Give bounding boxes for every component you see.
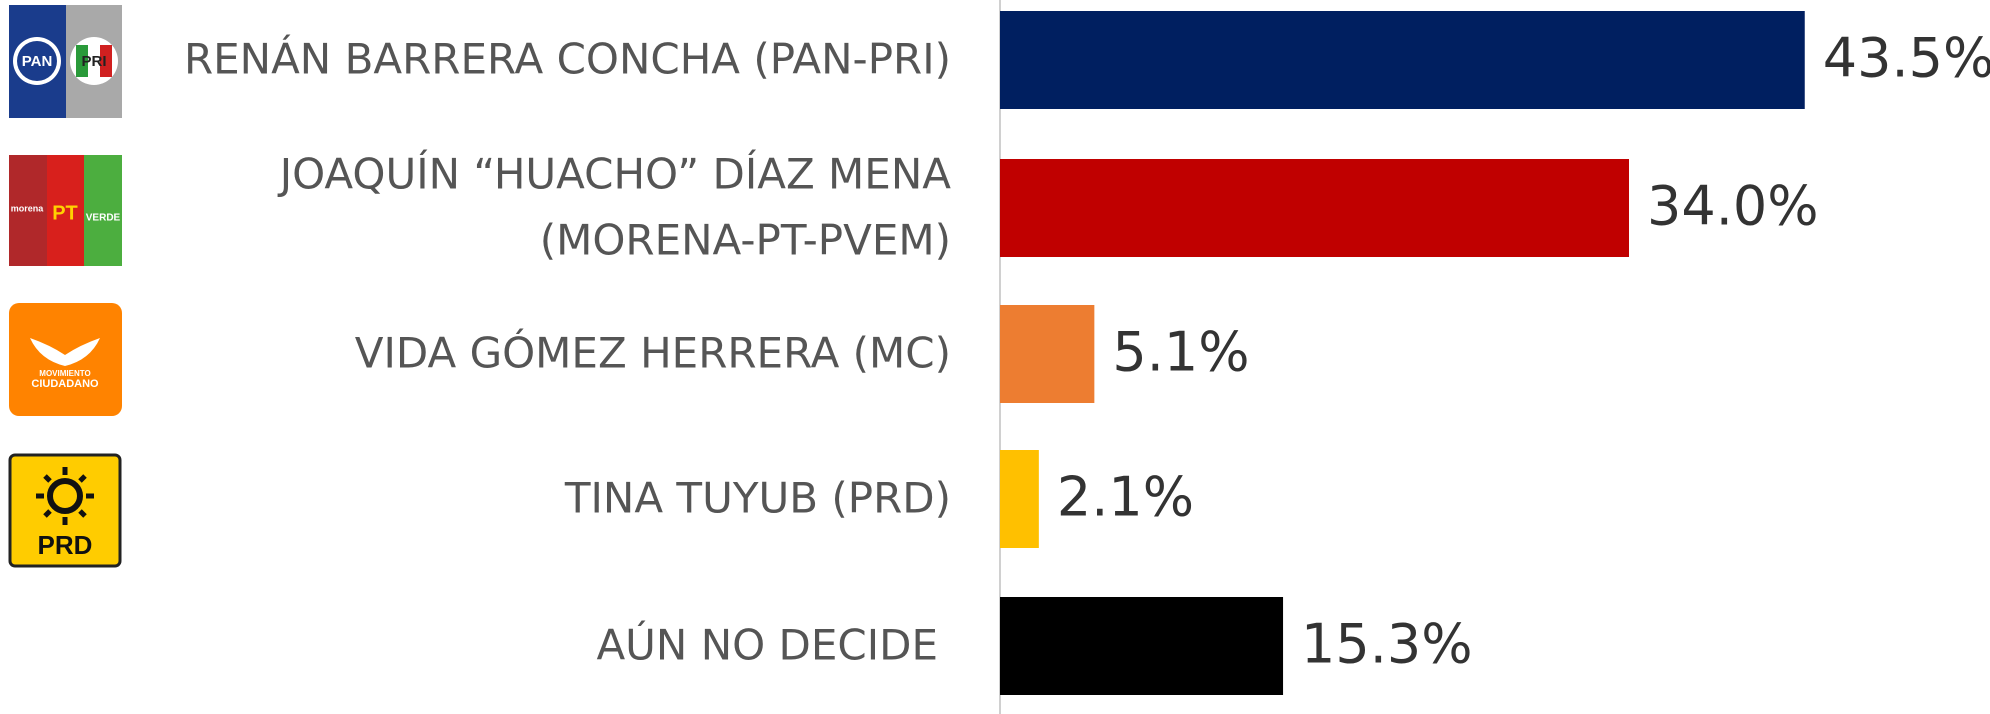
value-label: 34.0% <box>1647 175 1819 238</box>
category-label: AÚN NO DECIDE <box>596 620 938 670</box>
value-label: 5.1% <box>1112 321 1249 384</box>
bar <box>1000 11 1805 109</box>
logo-prd: PRD <box>8 453 122 568</box>
category-label: TINA TUYUB (PRD) <box>564 474 951 523</box>
category-label: JOAQUÍN “HUACHO” DÍAZ MENA <box>277 149 952 199</box>
category-label: (MORENA-PT-PVEM) <box>540 216 951 265</box>
bar <box>1000 305 1095 403</box>
value-label: 43.5% <box>1823 27 1990 90</box>
category-label: RENÁN BARRERA CONCHA (PAN-PRI) <box>184 34 951 84</box>
logo-text: PRD <box>38 530 93 560</box>
bar <box>1000 597 1284 695</box>
logo-mc: MOVIMIENTO CIUDADANO <box>9 303 122 416</box>
logo-text: MOVIMIENTO <box>39 369 90 378</box>
logo-morena-pt-pvem: morena PT VERDE <box>9 155 122 266</box>
logo-text: morena <box>11 203 45 213</box>
value-label: 2.1% <box>1057 466 1194 529</box>
bar <box>1000 159 1629 257</box>
logo-pan-pri: PAN PRI <box>9 5 122 118</box>
logo-text: PRI <box>81 53 106 70</box>
logo-text: PAN <box>22 53 53 70</box>
category-label: VIDA GÓMEZ HERRERA (MC) <box>355 328 951 378</box>
logo-text: VERDE <box>86 213 121 224</box>
logo-text: CIUDADANO <box>31 378 99 390</box>
bar <box>1000 450 1039 548</box>
logo-text: PT <box>52 202 78 224</box>
value-label: 15.3% <box>1301 613 1473 676</box>
